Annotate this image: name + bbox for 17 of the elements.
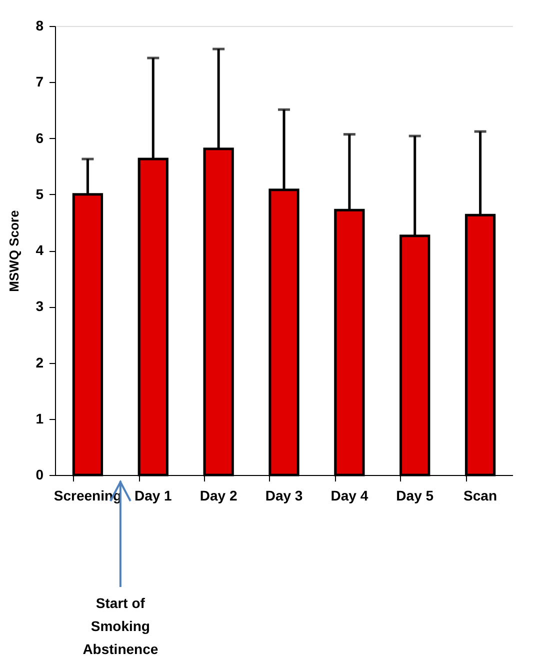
y-axis-title: MSWQ Score [6, 210, 22, 292]
y-tick-label: 8 [36, 18, 44, 34]
y-tick-label: 2 [36, 354, 44, 370]
x-tick-label: Day 2 [200, 488, 238, 504]
y-tick-label: 0 [36, 466, 44, 482]
y-tick-label: 1 [36, 410, 44, 426]
x-tick-label: Day 3 [265, 488, 303, 504]
y-tick-label: 3 [36, 298, 44, 314]
y-tick-label: 6 [36, 130, 44, 146]
x-tick-label: Scan [464, 488, 498, 504]
x-tick-label: Day 4 [330, 488, 368, 504]
x-tick-label: Day 1 [134, 488, 172, 504]
x-tick-label: Day 5 [396, 488, 434, 504]
y-tick-label: 4 [36, 242, 44, 258]
y-tick-label: 5 [36, 186, 44, 202]
text: Start of Smoking Abstinence [82, 595, 158, 657]
y-tick-label: 7 [36, 74, 44, 90]
